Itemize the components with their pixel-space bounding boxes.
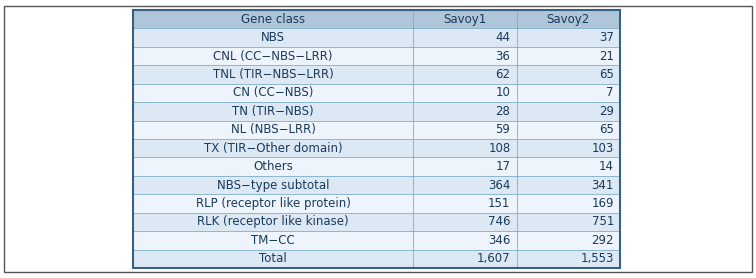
- Text: TX (TIR−Other domain): TX (TIR−Other domain): [203, 142, 342, 155]
- Bar: [516, 121, 620, 139]
- Bar: [413, 231, 516, 250]
- Bar: [516, 176, 620, 194]
- Bar: [133, 28, 413, 47]
- Bar: [133, 250, 413, 268]
- Text: 292: 292: [591, 234, 614, 247]
- Text: TM−CC: TM−CC: [251, 234, 295, 247]
- Bar: [516, 157, 620, 176]
- Text: 364: 364: [488, 178, 510, 192]
- Bar: [516, 10, 620, 28]
- Bar: [413, 250, 516, 268]
- Text: 17: 17: [495, 160, 510, 173]
- Bar: [413, 176, 516, 194]
- Bar: [516, 47, 620, 65]
- Text: 10: 10: [496, 86, 510, 100]
- Bar: [133, 10, 413, 28]
- Bar: [516, 139, 620, 157]
- Text: 36: 36: [496, 49, 510, 63]
- Text: 59: 59: [496, 123, 510, 136]
- Bar: [133, 157, 413, 176]
- Text: 341: 341: [592, 178, 614, 192]
- Text: 103: 103: [592, 142, 614, 155]
- Text: RLK (receptor like kinase): RLK (receptor like kinase): [197, 215, 349, 229]
- Text: NBS−type subtotal: NBS−type subtotal: [217, 178, 330, 192]
- Bar: [516, 102, 620, 121]
- Text: Savoy2: Savoy2: [547, 13, 590, 26]
- Text: 37: 37: [599, 31, 614, 44]
- Text: 746: 746: [488, 215, 510, 229]
- Text: 65: 65: [599, 68, 614, 81]
- Bar: [516, 65, 620, 84]
- Bar: [413, 65, 516, 84]
- Text: CNL (CC−NBS−LRR): CNL (CC−NBS−LRR): [213, 49, 333, 63]
- Bar: [413, 47, 516, 65]
- Text: 751: 751: [592, 215, 614, 229]
- Bar: [516, 84, 620, 102]
- Bar: [413, 194, 516, 213]
- Bar: [133, 84, 413, 102]
- Bar: [413, 139, 516, 157]
- Text: 14: 14: [599, 160, 614, 173]
- Bar: [413, 121, 516, 139]
- Text: 65: 65: [599, 123, 614, 136]
- Bar: [516, 250, 620, 268]
- Bar: [516, 28, 620, 47]
- Bar: [133, 213, 413, 231]
- Bar: [413, 84, 516, 102]
- Text: 346: 346: [488, 234, 510, 247]
- Text: 1,553: 1,553: [581, 252, 614, 265]
- Text: 7: 7: [606, 86, 614, 100]
- Bar: [516, 194, 620, 213]
- Text: RLP (receptor like protein): RLP (receptor like protein): [196, 197, 351, 210]
- Text: 1,607: 1,607: [477, 252, 510, 265]
- Text: CN (CC−NBS): CN (CC−NBS): [233, 86, 313, 100]
- Text: Others: Others: [253, 160, 293, 173]
- Bar: [516, 213, 620, 231]
- Text: TN (TIR−NBS): TN (TIR−NBS): [232, 105, 314, 118]
- Text: NBS: NBS: [261, 31, 285, 44]
- Bar: [133, 176, 413, 194]
- Text: NL (NBS−LRR): NL (NBS−LRR): [231, 123, 315, 136]
- Bar: [133, 121, 413, 139]
- Text: Gene class: Gene class: [241, 13, 305, 26]
- Text: 169: 169: [591, 197, 614, 210]
- Bar: [516, 231, 620, 250]
- Text: TNL (TIR−NBS−LRR): TNL (TIR−NBS−LRR): [212, 68, 333, 81]
- Bar: [133, 65, 413, 84]
- Text: Total: Total: [259, 252, 287, 265]
- Text: 28: 28: [496, 105, 510, 118]
- Text: 21: 21: [599, 49, 614, 63]
- Text: 108: 108: [488, 142, 510, 155]
- Text: 62: 62: [495, 68, 510, 81]
- Bar: [413, 213, 516, 231]
- Bar: [133, 47, 413, 65]
- Bar: [133, 10, 620, 268]
- Text: 44: 44: [495, 31, 510, 44]
- Bar: [133, 194, 413, 213]
- Bar: [413, 157, 516, 176]
- Bar: [133, 231, 413, 250]
- Bar: [413, 10, 516, 28]
- Bar: [413, 102, 516, 121]
- Bar: [133, 139, 413, 157]
- Text: 29: 29: [599, 105, 614, 118]
- Bar: [133, 102, 413, 121]
- Bar: [413, 28, 516, 47]
- Text: Savoy1: Savoy1: [443, 13, 486, 26]
- Text: 151: 151: [488, 197, 510, 210]
